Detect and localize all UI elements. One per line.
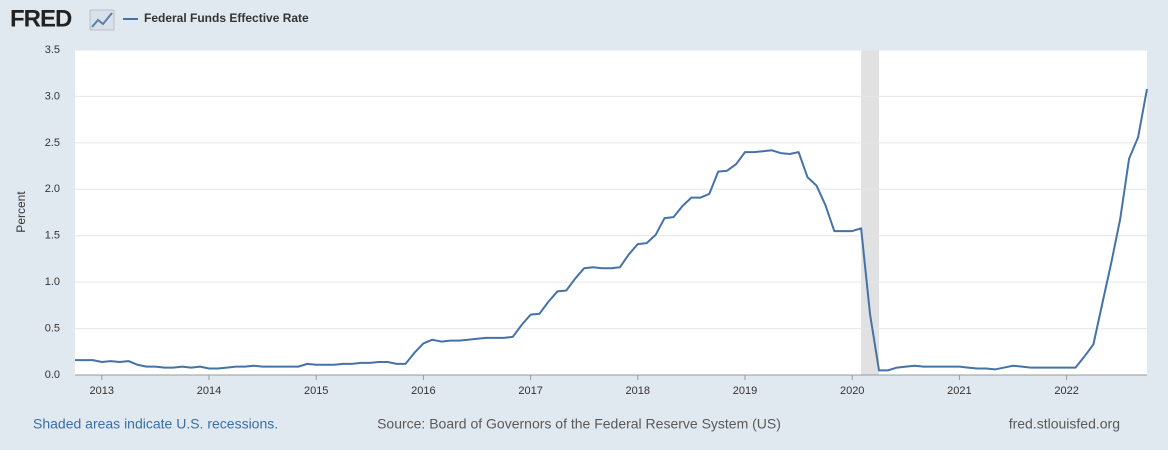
y-tick-label: 0.0: [45, 369, 60, 381]
series-line: [75, 88, 1148, 372]
x-tick-label: 2018: [626, 385, 650, 397]
y-tick-label: 2.0: [45, 183, 60, 195]
plot: [75, 49, 1148, 380]
url: fred.stlouisfed.org: [1009, 416, 1120, 432]
recession-shade: [861, 50, 879, 375]
x-tick-label: 2016: [411, 385, 435, 397]
x-tick-label: 2021: [947, 385, 971, 397]
x-tick-label: 2015: [304, 385, 328, 397]
y-tick-label: 3.5: [45, 44, 60, 56]
y-tick-label: 0.5: [45, 322, 60, 334]
y-tick-label: 2.5: [45, 137, 60, 149]
y-tick-label: 3.0: [45, 90, 60, 102]
y-tick-label: 1.5: [45, 230, 60, 242]
x-tick-label: 2020: [840, 385, 864, 397]
source: Source: Board of Governors of the Federa…: [377, 416, 781, 432]
logo: FRED: [10, 5, 72, 32]
x-tick-label: 2022: [1054, 385, 1078, 397]
plot-area: [75, 50, 1147, 375]
logo-icon: [89, 9, 115, 31]
legend-label: Federal Funds Effective Rate: [144, 11, 309, 25]
x-tick-label: 2013: [90, 385, 114, 397]
recession-note: Shaded areas indicate U.S. recessions.: [33, 416, 278, 432]
y-axis-label: Percent: [14, 191, 28, 233]
y-tick-label: 1.0: [45, 276, 60, 288]
x-tick-label: 2019: [733, 385, 757, 397]
x-tick-label: 2014: [197, 385, 221, 397]
x-tick-label: 2017: [518, 385, 542, 397]
